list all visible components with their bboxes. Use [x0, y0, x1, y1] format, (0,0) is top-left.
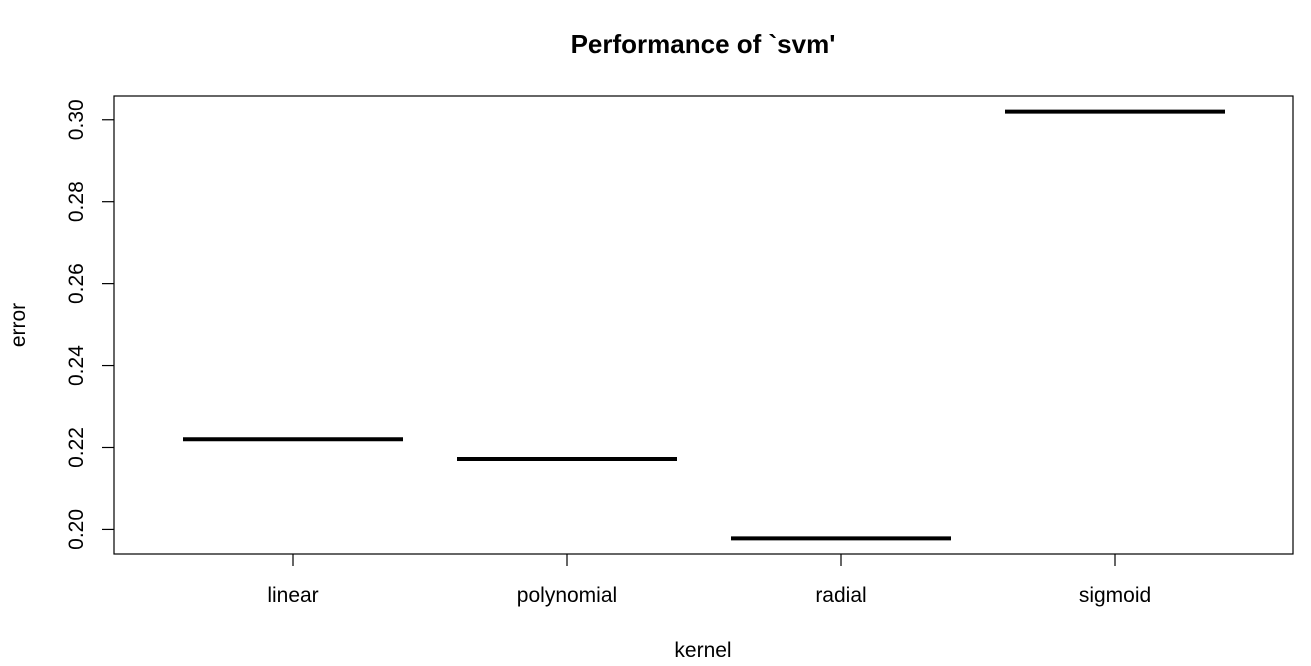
x-tick-label: radial — [815, 584, 866, 607]
series-error — [183, 109, 1225, 541]
x-tick-label: sigmoid — [1079, 584, 1151, 607]
y-tick-label: 0.26 — [65, 263, 88, 304]
y-tick-label: 0.28 — [65, 181, 88, 222]
y-tick-label: 0.30 — [65, 99, 88, 140]
x-axis: linear polynomial radial sigmoid — [267, 554, 1151, 607]
y-tick-label: 0.20 — [65, 509, 88, 550]
y-tick-label: 0.22 — [65, 427, 88, 468]
x-axis-label: kernel — [674, 639, 731, 662]
y-tick-label: 0.24 — [65, 345, 88, 386]
x-tick-label: linear — [267, 584, 318, 607]
plot-frame — [113, 95, 1294, 555]
x-tick-label: polynomial — [517, 584, 617, 607]
y-axis-label: error — [7, 303, 30, 347]
y-axis: 0.20 0.22 0.24 0.26 0.28 0.30 — [65, 99, 114, 550]
chart-title: Performance of `svm' — [571, 29, 836, 59]
